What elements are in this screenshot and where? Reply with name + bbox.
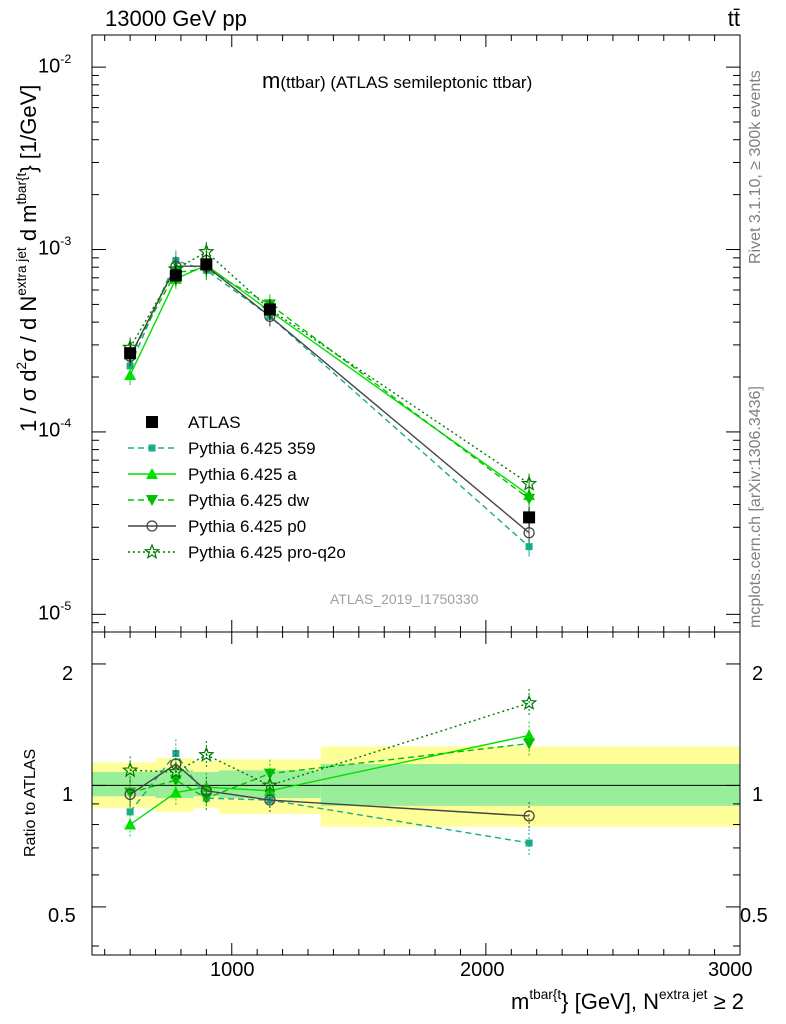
series-0 — [124, 254, 536, 528]
data-point — [124, 347, 137, 360]
legend-label: Pythia 6.425 pro-q2o — [188, 543, 346, 562]
data-point — [263, 303, 276, 316]
rivet-label: Rivet 3.1.10, ≥ 300k events — [747, 70, 764, 264]
ratio-frame — [91, 631, 741, 956]
series-line — [129, 268, 530, 500]
legend-item: ATLAS — [146, 413, 241, 432]
data-point — [146, 520, 158, 532]
data-point — [200, 785, 213, 797]
x-tick-label: 1000 — [210, 959, 255, 981]
x-label-part: ≥ 2 — [707, 989, 744, 1015]
analysis-watermark: ATLAS_2019_I1750330 — [330, 591, 479, 607]
data-point — [264, 794, 276, 806]
y-tick-exp: -4 — [60, 416, 72, 430]
data-point — [523, 810, 535, 822]
legend-label: Pythia 6.425 p0 — [188, 517, 306, 536]
data-point — [124, 788, 136, 801]
data-point — [146, 416, 158, 428]
data-point — [523, 738, 536, 750]
plot-title-main: m — [262, 68, 281, 93]
ratio-tick-label: 2 — [62, 663, 74, 685]
data-point — [520, 475, 538, 491]
y-label-sup: extra jet — [14, 247, 29, 296]
data-point — [525, 839, 533, 847]
data-point — [124, 818, 137, 830]
plot-title-suffix: (ttbar) (ATLAS semileptonic ttbar) — [280, 73, 533, 92]
series-line — [129, 259, 530, 548]
legend-item: Pythia 6.425 359 — [128, 439, 316, 458]
data-point — [169, 775, 182, 787]
y-axis-label-ratio: Ratio to ATLAS — [22, 748, 39, 857]
ratio-tick-label: 1 — [62, 784, 74, 806]
y-tick-label: 10-2 — [38, 53, 71, 76]
data-point — [520, 694, 538, 711]
series-line — [129, 264, 530, 496]
legend-label: ATLAS — [188, 413, 241, 432]
y-label-part: } [1/GeV] — [16, 84, 42, 173]
data-point — [143, 543, 161, 560]
y-tick-base: 10 — [38, 602, 61, 625]
legend-item: Pythia 6.425 a — [128, 465, 297, 484]
y-tick-base: 10 — [38, 55, 61, 78]
y-label-sup: tbar{t — [14, 172, 29, 205]
y-tick-label: 10-4 — [38, 417, 71, 440]
header-right: tt̄ — [727, 6, 740, 31]
data-point — [167, 763, 185, 779]
x-label-part: } [GeV], N — [561, 989, 659, 1015]
ratio-tick-label-right: 2 — [752, 663, 764, 685]
legend-item: Pythia 6.425 dw — [128, 491, 310, 510]
series-3 — [124, 259, 536, 813]
legend-label: Pythia 6.425 a — [188, 465, 297, 484]
data-point — [198, 746, 215, 762]
ratio-tick-label: 0.5 — [48, 905, 76, 927]
x-tick-label: 3000 — [708, 959, 753, 981]
y-tick-base: 10 — [38, 419, 61, 442]
series-5 — [121, 241, 538, 800]
header-left: 13000 GeV pp — [105, 6, 247, 31]
legend-item: Pythia 6.425 p0 — [128, 517, 306, 536]
data-point — [263, 768, 276, 780]
x-axis-label: mtbar{t} [GeV], Nextra jet ≥ 2 — [511, 988, 744, 1013]
y-tick-exp: -5 — [60, 599, 72, 613]
data-point — [146, 495, 158, 506]
y-tick-label: 10-5 — [38, 600, 71, 623]
ratio-uncertainty-bands — [92, 746, 740, 827]
data-point — [146, 468, 158, 479]
data-point — [169, 269, 182, 282]
x-label-part: m — [511, 989, 530, 1015]
mcplots-label: mcplots.cern.ch [arXiv:1306.3436] — [747, 386, 764, 628]
data-point — [523, 493, 536, 505]
data-point — [523, 527, 535, 539]
y-tick-label: 10-3 — [38, 235, 71, 258]
legend-label: Pythia 6.425 359 — [188, 439, 316, 458]
data-point — [148, 444, 156, 452]
x-tick-label: 2000 — [460, 959, 505, 981]
data-point — [124, 369, 137, 381]
data-point — [525, 543, 533, 551]
legend-label: Pythia 6.425 dw — [188, 491, 310, 510]
ratio-tick-label-right: 1 — [752, 784, 764, 806]
x-label-sup: extra jet — [658, 987, 708, 1002]
y-tick-exp: -3 — [60, 234, 72, 248]
data-point — [172, 749, 180, 757]
series-layer — [121, 241, 538, 857]
legend-item: Pythia 6.425 pro-q2o — [128, 543, 346, 562]
ratio-tick-label-right: 0.5 — [740, 905, 768, 927]
data-point — [523, 511, 536, 524]
plot-title: m(ttbar) (ATLAS semileptonic ttbar) — [262, 70, 532, 92]
axes-frame — [91, 34, 741, 956]
y-tick-exp: -2 — [60, 52, 72, 66]
y-label-part: σ / d N — [16, 295, 42, 362]
data-point — [121, 761, 139, 778]
data-point — [261, 776, 279, 793]
y-tick-base: 10 — [38, 237, 61, 260]
data-point — [200, 258, 213, 271]
legend: ATLAS Pythia 6.425 359 Pythia 6.425 a Pythi… — [128, 413, 346, 562]
y-label-sup: 2 — [14, 361, 29, 370]
x-label-sup: tbar{t — [529, 987, 562, 1002]
